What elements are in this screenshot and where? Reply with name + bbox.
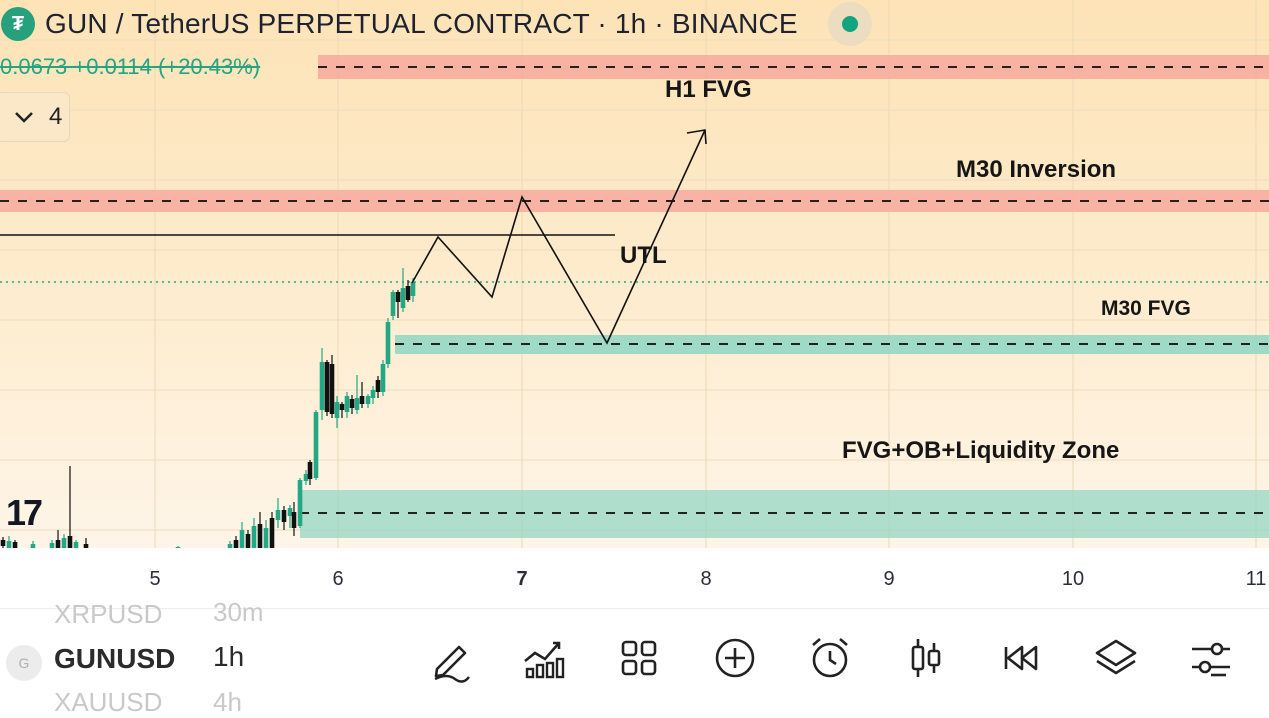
grid-lines <box>0 0 1269 548</box>
candle-body <box>67 536 73 548</box>
symbol-next[interactable]: XAUUSD <box>54 687 163 717</box>
timeframe-current[interactable]: 1h <box>213 641 245 672</box>
candle-body <box>385 322 391 364</box>
bottom-toolbar: XRPUSD XAUUSD G GUNUSD 30m 4h 1h <box>0 597 1269 717</box>
label-m30-inversion: M30 Inversion <box>956 156 1117 183</box>
label-m30-fvg: M30 FVG <box>1101 297 1191 320</box>
label-fvg-ob-liquidity: FVG+OB+Liquidity Zone <box>842 437 1120 464</box>
candle-body <box>12 542 18 548</box>
candle-body <box>175 547 181 548</box>
candle-body <box>239 530 245 548</box>
market-status-icon[interactable] <box>827 2 872 46</box>
candles <box>0 268 416 548</box>
symbol-prev[interactable]: XRPUSD <box>54 599 163 629</box>
chevron-down-icon <box>13 103 35 131</box>
candle-body <box>269 518 275 548</box>
candle-body <box>83 544 89 548</box>
x-tick: 11 <box>1245 568 1267 590</box>
candle-body <box>344 396 350 412</box>
candle-body <box>55 540 61 548</box>
candle-body <box>390 292 396 316</box>
pencil-icon[interactable] <box>425 633 475 683</box>
fvg-ob-liquidity-zone <box>300 490 1269 538</box>
candle-body <box>370 390 376 398</box>
symbol-title[interactable]: GUN / TetherUS PERPETUAL CONTRACT · 1h ·… <box>45 8 798 39</box>
candle-body <box>257 524 263 548</box>
candle-body <box>324 362 330 412</box>
candle-body <box>313 412 319 478</box>
zones <box>0 55 1269 538</box>
indicators-count: 4 <box>49 103 63 130</box>
candle-body <box>73 542 79 548</box>
candle-body <box>307 462 313 479</box>
candle-body <box>6 541 12 548</box>
candle-body <box>291 512 297 528</box>
candle-body <box>329 364 335 414</box>
grid-icon[interactable] <box>614 633 664 683</box>
candle-body <box>359 396 365 404</box>
settings-icon[interactable] <box>1186 633 1236 683</box>
candle-body <box>349 399 355 408</box>
indicators-icon[interactable] <box>519 633 569 683</box>
candle-body <box>275 510 281 520</box>
symbol-current[interactable]: GUNUSD <box>54 643 176 674</box>
candles-icon[interactable] <box>901 633 951 683</box>
label-h1-fvg: H1 FVG <box>665 76 752 103</box>
candle-body <box>287 508 293 516</box>
x-tick: 6 <box>332 568 344 590</box>
candle-body <box>405 286 411 300</box>
candle-body <box>375 380 381 392</box>
candle-body <box>380 364 386 392</box>
indicators-toggle-button[interactable]: 4 <box>0 92 70 142</box>
add-icon[interactable] <box>710 633 760 683</box>
candle-body <box>233 540 239 548</box>
chart-canvas[interactable] <box>0 0 1269 548</box>
live-dot-icon <box>841 16 858 32</box>
tradingview-logo: 17 <box>6 492 43 533</box>
layers-icon[interactable] <box>1091 633 1141 683</box>
alarm-icon[interactable] <box>805 633 855 683</box>
candle-body <box>395 292 401 302</box>
candle-body <box>227 544 233 548</box>
tether-icon: ₮ <box>1 7 35 41</box>
projected-path <box>411 129 707 345</box>
candle-body <box>303 474 309 481</box>
candle-body <box>0 540 6 546</box>
x-tick: 9 <box>883 568 895 590</box>
candle-body <box>365 396 371 404</box>
timeframe-prev[interactable]: 30m <box>213 597 264 627</box>
candle-body <box>297 480 303 526</box>
candle-body <box>263 528 269 548</box>
candle-body <box>30 544 36 548</box>
label-utl: UTL <box>620 242 667 269</box>
x-tick: 5 <box>149 568 161 590</box>
symbol-avatar: G <box>6 645 42 681</box>
candle-body <box>334 402 340 418</box>
timeframe-next[interactable]: 4h <box>213 687 242 717</box>
x-tick-highlighted: 7 <box>516 568 528 590</box>
candle-body <box>410 282 416 296</box>
candle-body <box>400 288 406 308</box>
x-tick: 8 <box>700 568 712 590</box>
candle-body <box>49 543 55 548</box>
candle-body <box>281 510 287 522</box>
chart-header: ₮ GUN / TetherUS PERPETUAL CONTRACT · 1h… <box>0 2 872 46</box>
candle-body <box>61 538 67 548</box>
x-tick: 10 <box>1061 568 1085 590</box>
time-axis[interactable]: 5 6 7 8 9 10 11 <box>0 548 1269 608</box>
candle-body <box>319 362 325 410</box>
candle-body <box>245 534 251 548</box>
replay-icon[interactable] <box>996 633 1046 683</box>
price-change: 0.0673 +0.0114 (+20.43%) <box>0 54 261 79</box>
candle-body <box>339 404 345 410</box>
chart-area[interactable]: ₮ GUN / TetherUS PERPETUAL CONTRACT · 1h… <box>0 0 1269 548</box>
candle-body <box>354 398 360 410</box>
candle-body <box>251 526 257 548</box>
